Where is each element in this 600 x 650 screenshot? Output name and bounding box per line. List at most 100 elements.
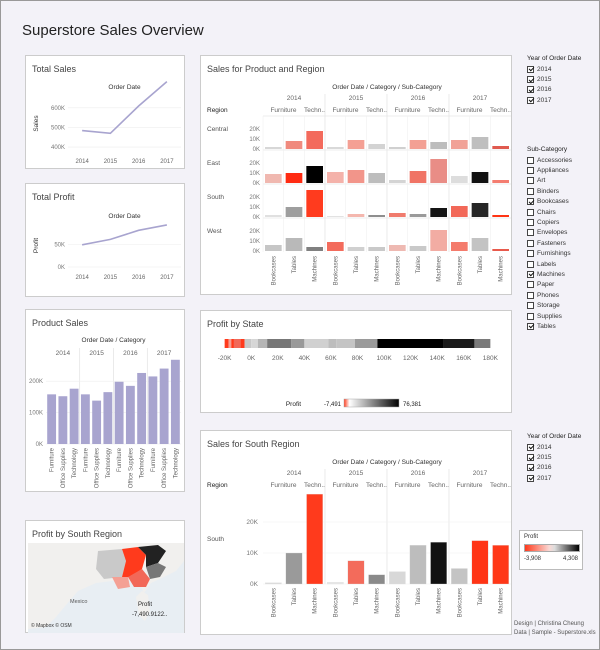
total-sales-card[interactable]: Total Sales Order Date Sales 400K 500K 600K 2…	[25, 55, 185, 169]
map-state-southeast[interactable]	[128, 569, 150, 587]
year-header: 2014	[287, 470, 302, 477]
checkbox[interactable]	[527, 270, 534, 278]
filter-option[interactable]: Labels	[527, 259, 572, 269]
checkbox[interactable]	[527, 454, 534, 462]
year-filter-bottom-title: Year of Order Date	[527, 433, 582, 440]
checkbox[interactable]	[527, 239, 534, 247]
state-segment	[377, 339, 444, 348]
ss-region-label: Region	[207, 482, 228, 489]
map-state-center[interactable]	[122, 547, 146, 577]
filter-option[interactable]: Chairs	[527, 207, 572, 217]
profit-legend-gradient	[524, 544, 580, 552]
checkbox[interactable]	[527, 86, 534, 94]
state-segment	[251, 339, 258, 348]
year-filter-top[interactable]: Year of Order Date 2014 2015 2016 2017	[527, 55, 581, 106]
legend-label: Profit	[286, 401, 301, 408]
checkbox[interactable]	[527, 229, 534, 237]
y-tick-label: 0K	[36, 442, 43, 448]
checkbox[interactable]	[527, 302, 534, 310]
checkbox[interactable]	[527, 156, 534, 164]
checkbox[interactable]	[527, 198, 534, 206]
filter-option[interactable]: Envelopes	[527, 228, 572, 238]
profit-legend-card: Profit -3,908 4,308	[519, 530, 583, 570]
filter-option[interactable]: Art	[527, 176, 572, 186]
checkbox[interactable]	[527, 177, 534, 185]
filter-option[interactable]: Appliances	[527, 165, 572, 175]
year-filter-bottom[interactable]: Year of Order Date 2014 2015 2016 2017	[527, 433, 581, 484]
legend-max: 76,381	[403, 402, 422, 408]
filter-option[interactable]: 2014	[527, 442, 581, 452]
bar	[92, 400, 102, 444]
filter-option[interactable]: Storage	[527, 300, 572, 310]
filter-option[interactable]: 2014	[527, 64, 581, 74]
profit-by-state-card[interactable]: Profit by State -20K 0K 20K 40K 60K 80K 100K 12…	[200, 310, 512, 413]
checkbox[interactable]	[527, 291, 534, 299]
filter-option[interactable]: Fasteners	[527, 238, 572, 248]
category-header: Furniture	[456, 107, 482, 114]
checkbox[interactable]	[527, 281, 534, 289]
filter-option-label: Tables	[537, 322, 556, 330]
x-tick-label: Tables	[292, 588, 298, 605]
checkbox[interactable]	[527, 322, 534, 330]
filter-option-label: Binders	[537, 187, 560, 195]
filter-option[interactable]: Accessories	[527, 155, 572, 165]
filter-option[interactable]: Copiers	[527, 217, 572, 227]
subcategory-filter[interactable]: Sub-Category Accessories Appliances Art Bin…	[527, 146, 572, 332]
checkbox[interactable]	[527, 260, 534, 268]
filter-option[interactable]: Furnishings	[527, 249, 572, 259]
product-sales-card[interactable]: Product Sales Order Date / Category 2014 2…	[25, 309, 185, 492]
y-tick-label: 0K	[253, 249, 260, 255]
bar	[409, 171, 427, 183]
filter-option[interactable]: Paper	[527, 280, 572, 290]
filter-option[interactable]: Machines	[527, 269, 572, 279]
map-state-east[interactable]	[146, 563, 166, 579]
checkbox[interactable]	[527, 250, 534, 258]
checkbox[interactable]	[527, 208, 534, 216]
filter-option[interactable]: 2016	[527, 463, 581, 473]
x-tick-label: Technology	[173, 448, 179, 478]
checkbox[interactable]	[527, 167, 534, 175]
bar	[471, 540, 489, 585]
checkbox[interactable]	[527, 96, 534, 104]
checkbox[interactable]	[527, 443, 534, 451]
total-profit-card[interactable]: Total Profit Order Date Profit 0K 50K 2014 20…	[25, 183, 185, 297]
state-segment	[304, 339, 329, 348]
bar	[389, 147, 406, 149]
checkbox[interactable]	[527, 219, 534, 227]
checkbox[interactable]	[527, 474, 534, 482]
ss-top-label: Order Date / Category / Sub-Category	[332, 459, 442, 466]
sales-south-card[interactable]: Sales for South Region Order Date / Cate…	[200, 430, 512, 635]
filter-option[interactable]: Tables	[527, 321, 572, 331]
checkbox[interactable]	[527, 464, 534, 472]
filter-option[interactable]: 2015	[527, 452, 581, 462]
filter-option[interactable]: 2017	[527, 95, 581, 105]
bar	[451, 176, 468, 183]
x-tick-label: 40K	[299, 355, 311, 362]
filter-option[interactable]: 2015	[527, 74, 581, 84]
sales-product-region-card[interactable]: Sales for Product and Region Order Date …	[200, 55, 512, 295]
profit-south-title: Profit by South Region	[32, 529, 123, 539]
map-state-northeast[interactable]	[138, 545, 166, 567]
profit-south-map-card[interactable]: Profit by South Region Mexico Profit -7,…	[25, 520, 185, 633]
filter-option[interactable]: Supplies	[527, 311, 572, 321]
category-header: Furniture	[332, 482, 358, 489]
filter-option[interactable]: Phones	[527, 290, 572, 300]
sales-south-chart: Order Date / Category / Sub-Category Regi…	[207, 459, 511, 617]
filter-option[interactable]: Bookcases	[527, 197, 572, 207]
filter-option[interactable]: 2017	[527, 473, 581, 483]
checkbox[interactable]	[527, 65, 534, 73]
south-map[interactable]: Mexico Profit -7,490.9122..	[26, 521, 186, 634]
product-sales-chart: Order Date / Category 2014 2015 2016 2017 0K 1…	[29, 337, 181, 488]
filter-option[interactable]: 2016	[527, 85, 581, 95]
map-state-west[interactable]	[96, 549, 126, 579]
x-tick-label: 2014	[75, 159, 89, 165]
bar	[265, 147, 282, 149]
map-state-south[interactable]	[112, 577, 130, 589]
checkbox[interactable]	[527, 312, 534, 320]
filter-option-label: Accessories	[537, 156, 573, 164]
filter-option[interactable]: Binders	[527, 186, 572, 196]
bar	[58, 396, 68, 444]
x-tick-label: Tables	[416, 256, 422, 273]
checkbox[interactable]	[527, 76, 534, 84]
checkbox[interactable]	[527, 187, 534, 195]
